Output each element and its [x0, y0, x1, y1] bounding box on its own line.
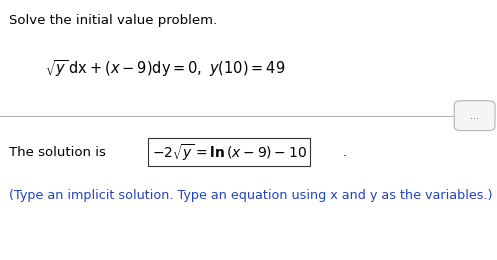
Text: Solve the initial value problem.: Solve the initial value problem. [9, 14, 217, 27]
Text: .: . [343, 146, 347, 159]
Text: (Type an implicit solution. Type an equation using x and y as the variables.): (Type an implicit solution. Type an equa… [9, 188, 493, 202]
FancyBboxPatch shape [454, 101, 495, 131]
Text: $\sqrt{y}\,\mathrm{dx} + (x - 9)\mathrm{dy} = 0,\ y(10) = 49$: $\sqrt{y}\,\mathrm{dx} + (x - 9)\mathrm{… [45, 58, 285, 80]
Text: ...: ... [470, 111, 479, 121]
Text: $-2\sqrt{y} = \mathbf{ln}\,(x - 9) - 10$: $-2\sqrt{y} = \mathbf{ln}\,(x - 9) - 10$ [152, 142, 307, 162]
Text: The solution is: The solution is [9, 146, 110, 159]
